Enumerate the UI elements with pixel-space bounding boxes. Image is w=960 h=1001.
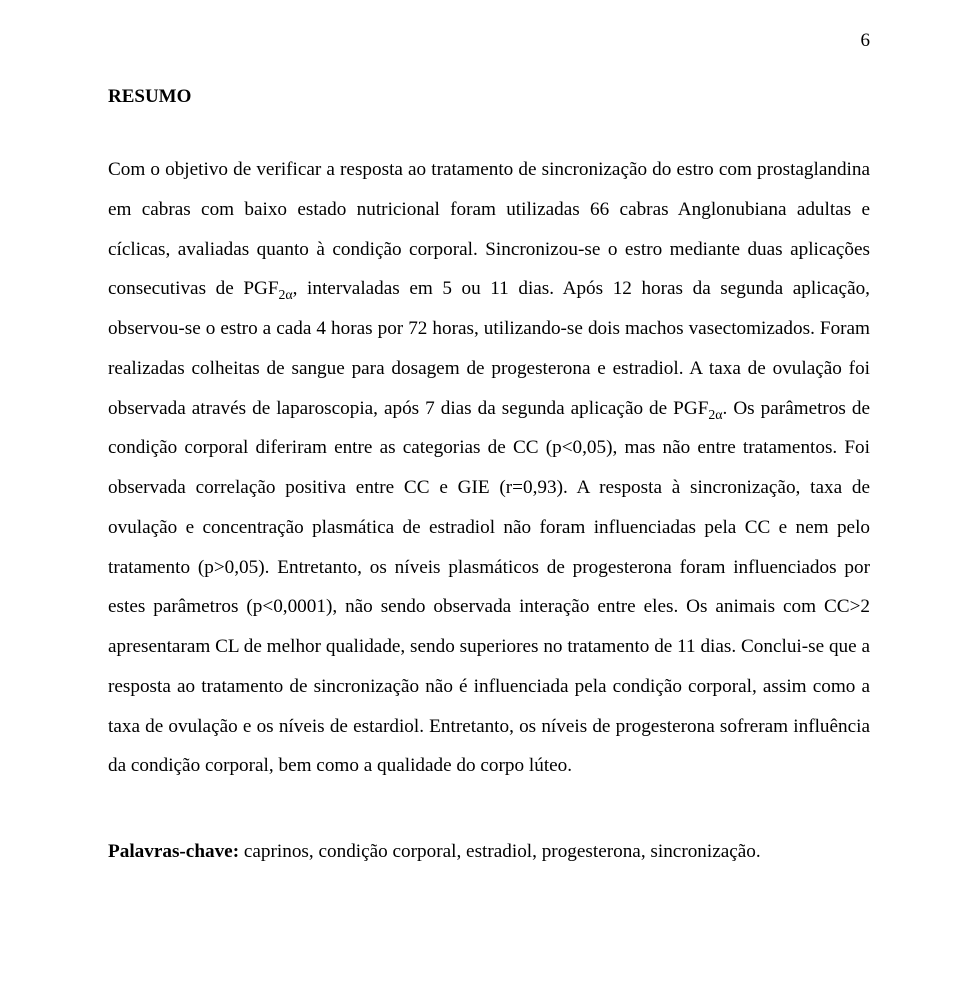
document-page: 6 RESUMO Com o objetivo de verificar a r… — [0, 0, 960, 1001]
section-title: RESUMO — [108, 86, 870, 108]
keywords-line: Palavras-chave: caprinos, condição corpo… — [108, 834, 870, 870]
keywords-label: Palavras-chave: — [108, 841, 239, 862]
abstract-body: Com o objetivo de verificar a resposta a… — [108, 150, 870, 786]
page-number: 6 — [861, 30, 871, 52]
keywords-text: caprinos, condição corporal, estradiol, … — [239, 841, 761, 862]
